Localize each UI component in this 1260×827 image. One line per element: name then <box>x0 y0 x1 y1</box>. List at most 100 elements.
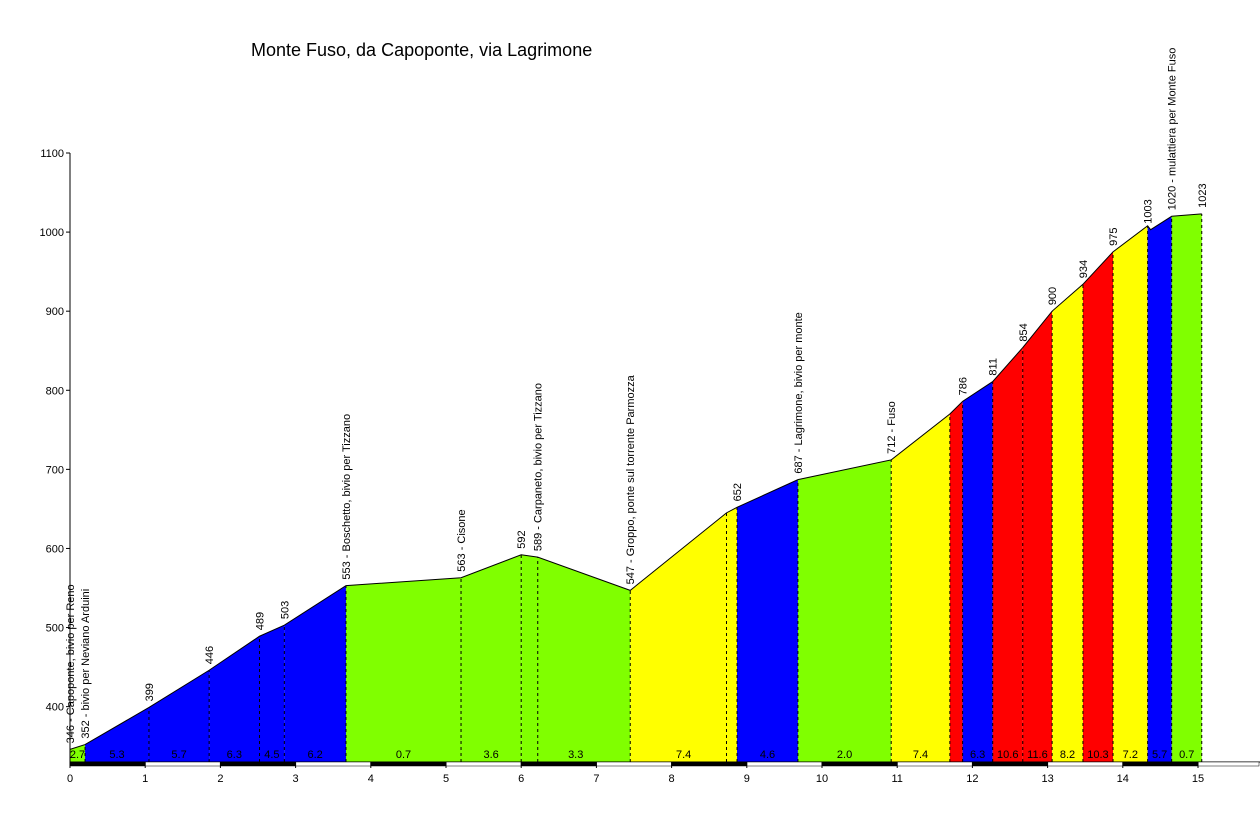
segment-fill <box>737 479 798 762</box>
segment-fill <box>992 347 1023 762</box>
x-tick-label: 13 <box>1041 773 1053 785</box>
gradient-label: 5.7 <box>171 749 186 761</box>
gradient-label: 10.6 <box>997 749 1018 761</box>
gradient-label: 2.0 <box>837 749 852 761</box>
y-tick-label: 600 <box>46 543 64 555</box>
gradient-label: 6.2 <box>308 749 323 761</box>
point-annotation: 811 <box>988 358 1000 376</box>
profile-line <box>69 213 1202 750</box>
segment-fill <box>891 414 950 762</box>
segment-fill <box>85 707 149 762</box>
segment-fill <box>1171 213 1202 762</box>
km-scale-bar <box>972 761 1048 767</box>
gradient-label: 0.7 <box>1179 749 1194 761</box>
segment-fill <box>521 554 631 762</box>
point-annotation: 652 <box>732 483 744 501</box>
x-tick-label: 0 <box>67 773 73 785</box>
segment-fill <box>949 401 963 762</box>
point-annotation: 589 - Carpaneto, bivio per Tizzano <box>533 383 545 551</box>
point-annotation: 934 <box>1078 260 1090 278</box>
segment-fill <box>1113 225 1148 762</box>
gradient-label: 10.3 <box>1087 749 1108 761</box>
y-tick-label: 400 <box>46 702 64 714</box>
segment-fill <box>284 585 346 762</box>
gradient-label: 5.3 <box>109 749 124 761</box>
segment-fill <box>1052 284 1083 762</box>
segment-fill <box>630 507 738 762</box>
km-scale-bar <box>220 761 296 767</box>
point-annotation: 786 <box>958 377 970 395</box>
y-tick-label: 800 <box>46 385 64 397</box>
km-scale-bar <box>445 761 522 767</box>
gradient-label: 0.7 <box>396 749 411 761</box>
point-annotation: 975 <box>1108 228 1120 246</box>
point-annotation: 503 <box>279 601 291 619</box>
gradient-label: 5.7 <box>1152 749 1167 761</box>
segment-fill <box>259 625 285 762</box>
x-tick-label: 7 <box>593 773 599 785</box>
point-annotation: 446 <box>204 646 216 664</box>
y-tick-label: 900 <box>46 306 64 318</box>
km-scale-bar <box>821 761 898 767</box>
gradient-label: 7.4 <box>676 749 691 761</box>
chart-title: Monte Fuso, da Capoponte, via Lagrimone <box>251 40 593 60</box>
point-annotation: 346 - Capoponte, bivio per Reno <box>65 584 77 743</box>
gradient-label: 3.3 <box>568 749 583 761</box>
km-scale-bar <box>295 761 372 767</box>
gradient-label: 3.6 <box>483 749 498 761</box>
x-tick-label: 11 <box>891 773 902 785</box>
point-annotation: 553 - Boschetto, bivio per Tizzano <box>341 414 353 580</box>
segment-fill <box>962 381 993 762</box>
x-tick-label: 1 <box>142 773 148 785</box>
km-scale-bar <box>896 761 973 767</box>
x-tick-label: 6 <box>518 773 524 785</box>
x-tick-label: 14 <box>1117 773 1129 785</box>
gradient-label: 4.5 <box>264 749 279 761</box>
segment-fill <box>70 744 86 762</box>
point-annotation: 854 <box>1018 323 1030 341</box>
point-annotation: 687 - Lagrimone, bivio per monte <box>793 312 805 473</box>
km-scale-bar <box>671 761 748 767</box>
x-tick-label: 5 <box>443 773 449 785</box>
x-tick-label: 10 <box>816 773 828 785</box>
km-scale-bar <box>69 761 146 767</box>
x-tick-label: 9 <box>744 773 750 785</box>
point-annotation: 399 <box>144 683 156 701</box>
point-annotation: 1023 <box>1197 183 1209 207</box>
point-annotation: 712 - Fuso <box>886 401 898 454</box>
point-annotation: 592 <box>516 530 528 548</box>
km-scale-bar <box>144 761 221 767</box>
gradient-label: 2.7 <box>70 749 85 761</box>
km-scale-bar <box>1197 761 1260 767</box>
segment-fill <box>1147 216 1172 763</box>
segment-fill <box>345 577 462 762</box>
gradient-label: 4.6 <box>760 749 775 761</box>
point-annotation: 489 <box>255 612 267 630</box>
gradient-label: 6.3 <box>970 749 985 761</box>
x-tick-label: 8 <box>669 773 675 785</box>
point-annotation: 352 - bivio per Neviano Arduini <box>80 589 92 739</box>
km-scale-bar <box>1122 761 1199 767</box>
x-tick-label: 3 <box>293 773 299 785</box>
segment-fill <box>461 554 522 762</box>
km-scale-bar <box>1047 761 1124 767</box>
x-tick-label: 2 <box>217 773 223 785</box>
point-annotation: 1003 <box>1143 199 1155 223</box>
segment-fill <box>1022 311 1053 762</box>
segment-fill <box>209 636 260 762</box>
x-tick-label: 12 <box>966 773 978 785</box>
point-annotation: 1020 - mulattiera per Monte Fuso <box>1167 48 1179 211</box>
gradient-label: 7.2 <box>1123 749 1138 761</box>
segment-fill <box>1082 251 1114 762</box>
y-tick-label: 700 <box>46 464 64 476</box>
point-annotation: 547 - Groppo, ponte sul torrente Parmozz… <box>625 374 637 584</box>
x-tick-label: 4 <box>368 773 374 785</box>
gradient-label: 11.6 <box>1027 749 1048 761</box>
gradient-label: 6.3 <box>227 749 242 761</box>
y-tick-label: 500 <box>46 623 64 635</box>
segment-fill <box>797 459 892 762</box>
gradient-label: 7.4 <box>913 749 928 761</box>
y-tick-label: 1000 <box>40 227 64 239</box>
km-scale-bar <box>370 761 447 767</box>
